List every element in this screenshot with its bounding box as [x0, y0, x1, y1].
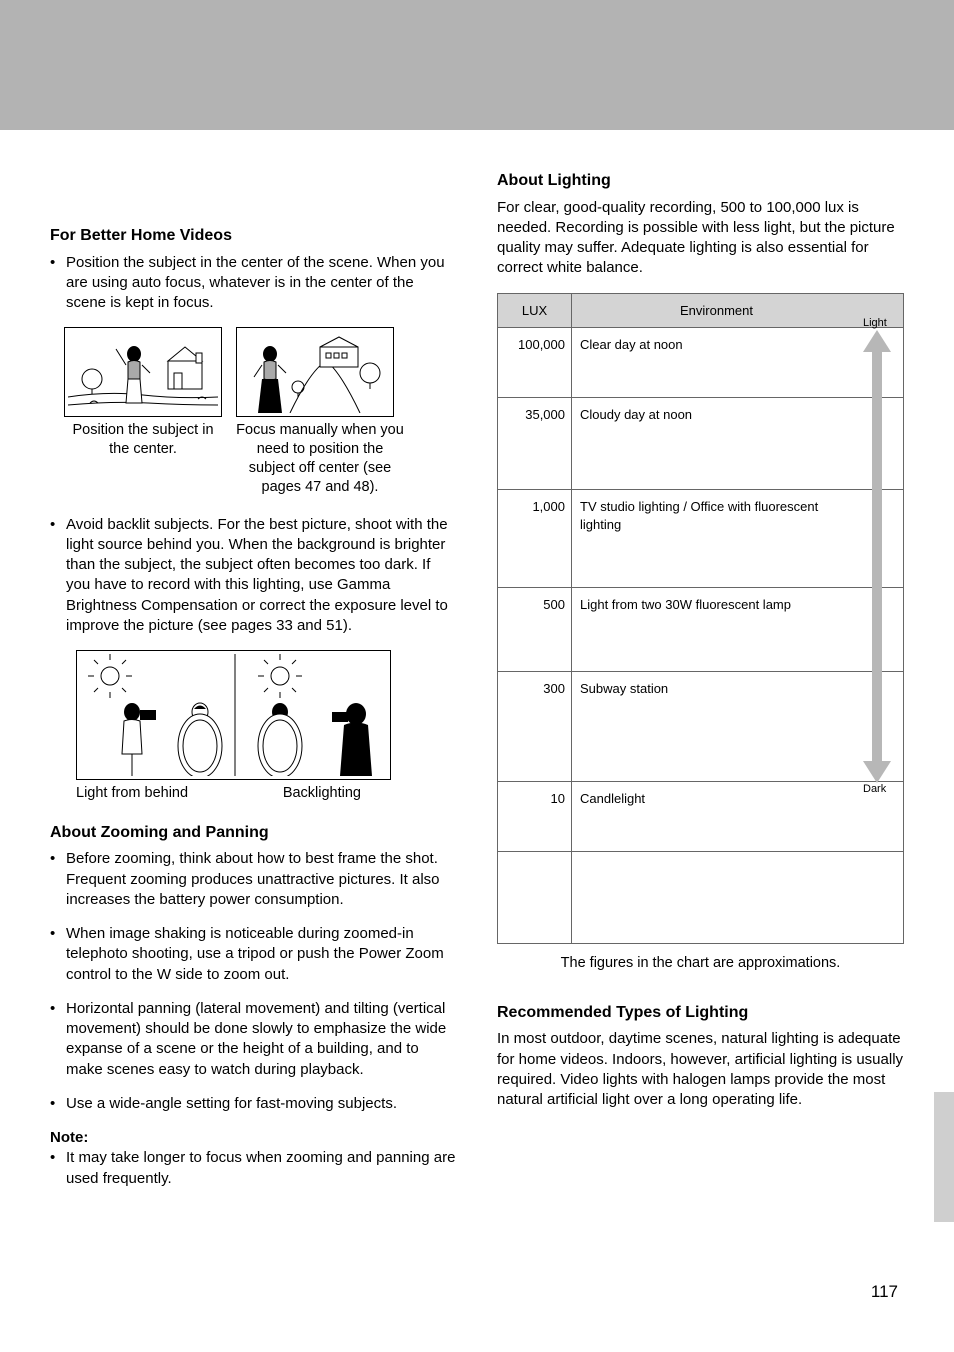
th-env: Environment — [572, 294, 903, 328]
table-row: 1,000 TV studio lighting / Office with f… — [498, 489, 903, 587]
bullet-backlit: • Avoid backlit subjects. For the best p… — [50, 515, 457, 637]
bullet-text: Position the subject in the center of th… — [66, 253, 457, 314]
td-env-empty — [572, 852, 903, 943]
illus-center-subject — [64, 327, 222, 417]
side-tab — [934, 1092, 954, 1222]
table-row: 300 Subway station — [498, 671, 903, 781]
header-band — [0, 0, 954, 130]
arrow-down-icon — [863, 761, 891, 783]
page-number: 117 — [871, 1282, 898, 1302]
bullet-focus: • Position the subject in the center of … — [50, 253, 457, 314]
bullet-zoom-4: • Use a wide-angle setting for fast-movi… — [50, 1094, 457, 1114]
td-lux: 1,000 — [498, 490, 572, 587]
caption-backlighting: Backlighting — [283, 784, 391, 804]
illus-backlight — [76, 650, 391, 780]
bullet-icon: • — [50, 849, 66, 910]
caption-center: Position the subject in the center. — [64, 421, 222, 459]
td-lux: 500 — [498, 588, 572, 671]
lighting-para: For clear, good-quality recording, 500 t… — [497, 198, 904, 279]
bullet-zoom-3: • Horizontal panning (lateral movement) … — [50, 999, 457, 1080]
table-row: 10 Candlelight — [498, 781, 903, 851]
bullet-icon: • — [50, 1148, 66, 1189]
table-row — [498, 851, 903, 943]
note-label: Note: — [50, 1128, 457, 1148]
heading-lighting: About Lighting — [497, 170, 904, 192]
lighting-para-2: In most outdoor, daytime scenes, natural… — [497, 1029, 904, 1110]
heading-lighting-types: Recommended Types of Lighting — [497, 1002, 904, 1024]
note-text: It may take longer to focus when zooming… — [66, 1148, 457, 1189]
bullet-text: Avoid backlit subjects. For the best pic… — [66, 515, 457, 637]
td-env: Light from two 30W fluorescent lamp — [572, 588, 903, 671]
heading-zoom-pan: About Zooming and Panning — [50, 822, 457, 844]
bullet-icon: • — [50, 253, 66, 314]
td-lux: 100,000 — [498, 328, 572, 397]
td-lux-empty — [498, 852, 572, 943]
arrow-label-dark: Dark — [863, 782, 886, 797]
th-lux: LUX — [498, 294, 572, 328]
illustration-row-focus: Position the subject in the center. — [64, 327, 457, 496]
caption-offcenter: Focus manually when you need to position… — [236, 421, 404, 496]
lux-table: LUX Environment 100,000 Clear day at noo… — [497, 293, 904, 945]
bullet-text: Before zooming, think about how to best … — [66, 849, 457, 910]
left-column: For Better Home Videos • Position the su… — [50, 170, 457, 1189]
note-block: Note: • It may take longer to focus when… — [50, 1128, 457, 1189]
light-dark-arrow: Light Dark — [863, 334, 891, 780]
bullet-zoom-2: • When image shaking is noticeable durin… — [50, 924, 457, 985]
heading-better-videos: For Better Home Videos — [50, 225, 457, 247]
illus-offcenter-subject — [236, 327, 394, 417]
td-lux: 300 — [498, 672, 572, 781]
table-row: 100,000 Clear day at noon — [498, 327, 903, 397]
table-caption: The figures in the chart are approximati… — [497, 954, 904, 974]
bullet-icon: • — [50, 515, 66, 637]
td-lux: 10 — [498, 782, 572, 851]
caption-lightbehind: Light from behind — [76, 784, 188, 804]
table-header: LUX Environment — [498, 294, 903, 328]
bullet-icon: • — [50, 1094, 66, 1114]
bullet-text: Use a wide-angle setting for fast-moving… — [66, 1094, 457, 1114]
table-row: 35,000 Cloudy day at noon — [498, 397, 903, 489]
td-env: Cloudy day at noon — [572, 398, 903, 489]
bullet-zoom-1: • Before zooming, think about how to bes… — [50, 849, 457, 910]
table-row: 500 Light from two 30W fluorescent lamp — [498, 587, 903, 671]
bullet-icon: • — [50, 999, 66, 1080]
td-env: Clear day at noon — [572, 328, 903, 397]
td-lux: 35,000 — [498, 398, 572, 489]
bullet-icon: • — [50, 924, 66, 985]
td-env: TV studio lighting / Office with fluores… — [572, 490, 903, 587]
td-env: Candlelight — [572, 782, 903, 851]
arrow-shaft — [872, 348, 882, 766]
page-content: For Better Home Videos • Position the su… — [0, 130, 954, 1189]
td-env: Subway station — [572, 672, 903, 781]
bullet-text: When image shaking is noticeable during … — [66, 924, 457, 985]
right-column: About Lighting For clear, good-quality r… — [497, 170, 904, 1189]
bullet-text: Horizontal panning (lateral movement) an… — [66, 999, 457, 1080]
arrow-label-light: Light — [863, 316, 887, 331]
